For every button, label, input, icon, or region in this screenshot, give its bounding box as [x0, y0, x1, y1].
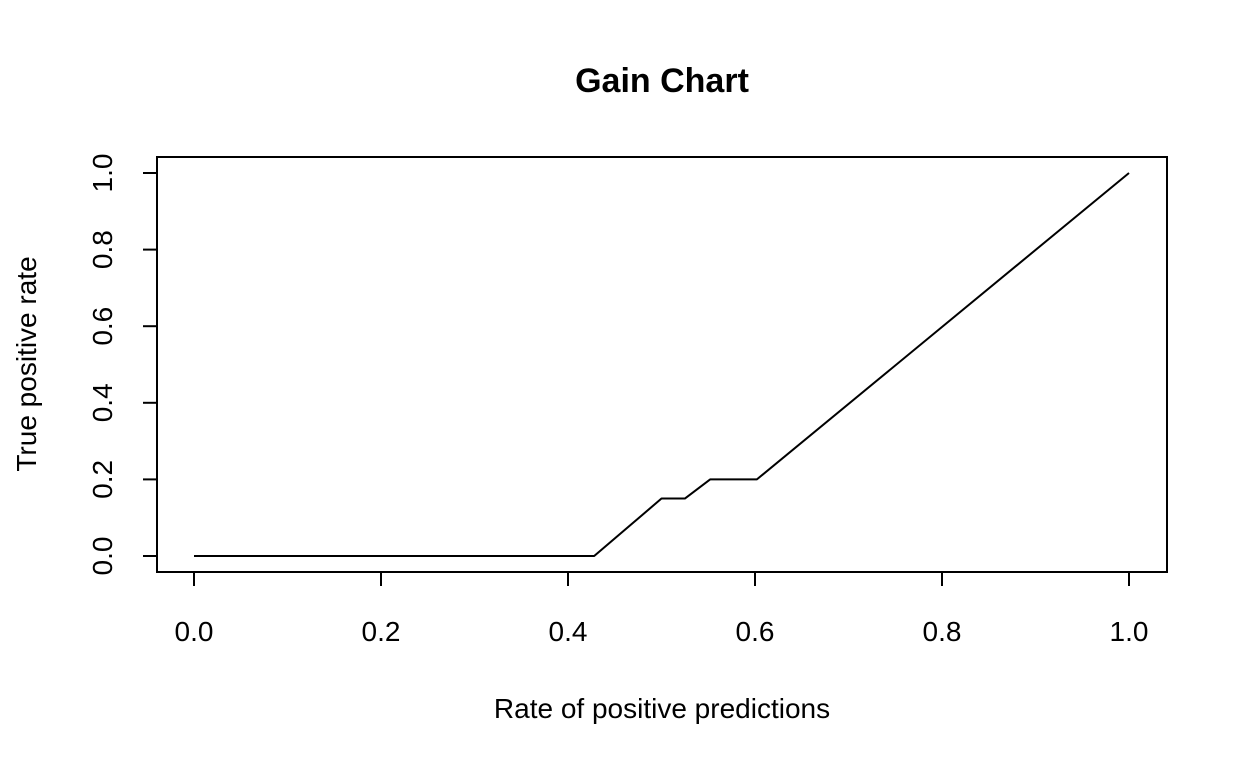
y-axis-label: True positive rate [11, 256, 42, 471]
x-axis: 0.0 0.2 0.4 0.6 0.8 1.0 [175, 571, 1149, 647]
x-tick-label: 0.4 [549, 616, 588, 647]
gain-curve-line [194, 172, 1130, 557]
y-axis: 0.0 0.2 0.4 0.6 0.8 1.0 [87, 154, 158, 576]
x-tick-label: 0.8 [923, 616, 962, 647]
y-tick-label: 1.0 [87, 154, 118, 193]
x-axis-label: Rate of positive predictions [494, 693, 830, 724]
y-tick-label: 0.8 [87, 230, 118, 269]
chart-title: Gain Chart [575, 62, 749, 100]
x-tick-label: 0.0 [175, 616, 214, 647]
x-tick-label: 1.0 [1110, 616, 1149, 647]
y-tick-label: 0.2 [87, 460, 118, 499]
x-tick-label: 0.6 [736, 616, 775, 647]
y-tick-label: 0.4 [87, 383, 118, 422]
x-tick-label: 0.2 [362, 616, 401, 647]
y-tick-label: 0.6 [87, 307, 118, 346]
y-tick-label: 0.0 [87, 537, 118, 576]
series-group [194, 172, 1130, 557]
